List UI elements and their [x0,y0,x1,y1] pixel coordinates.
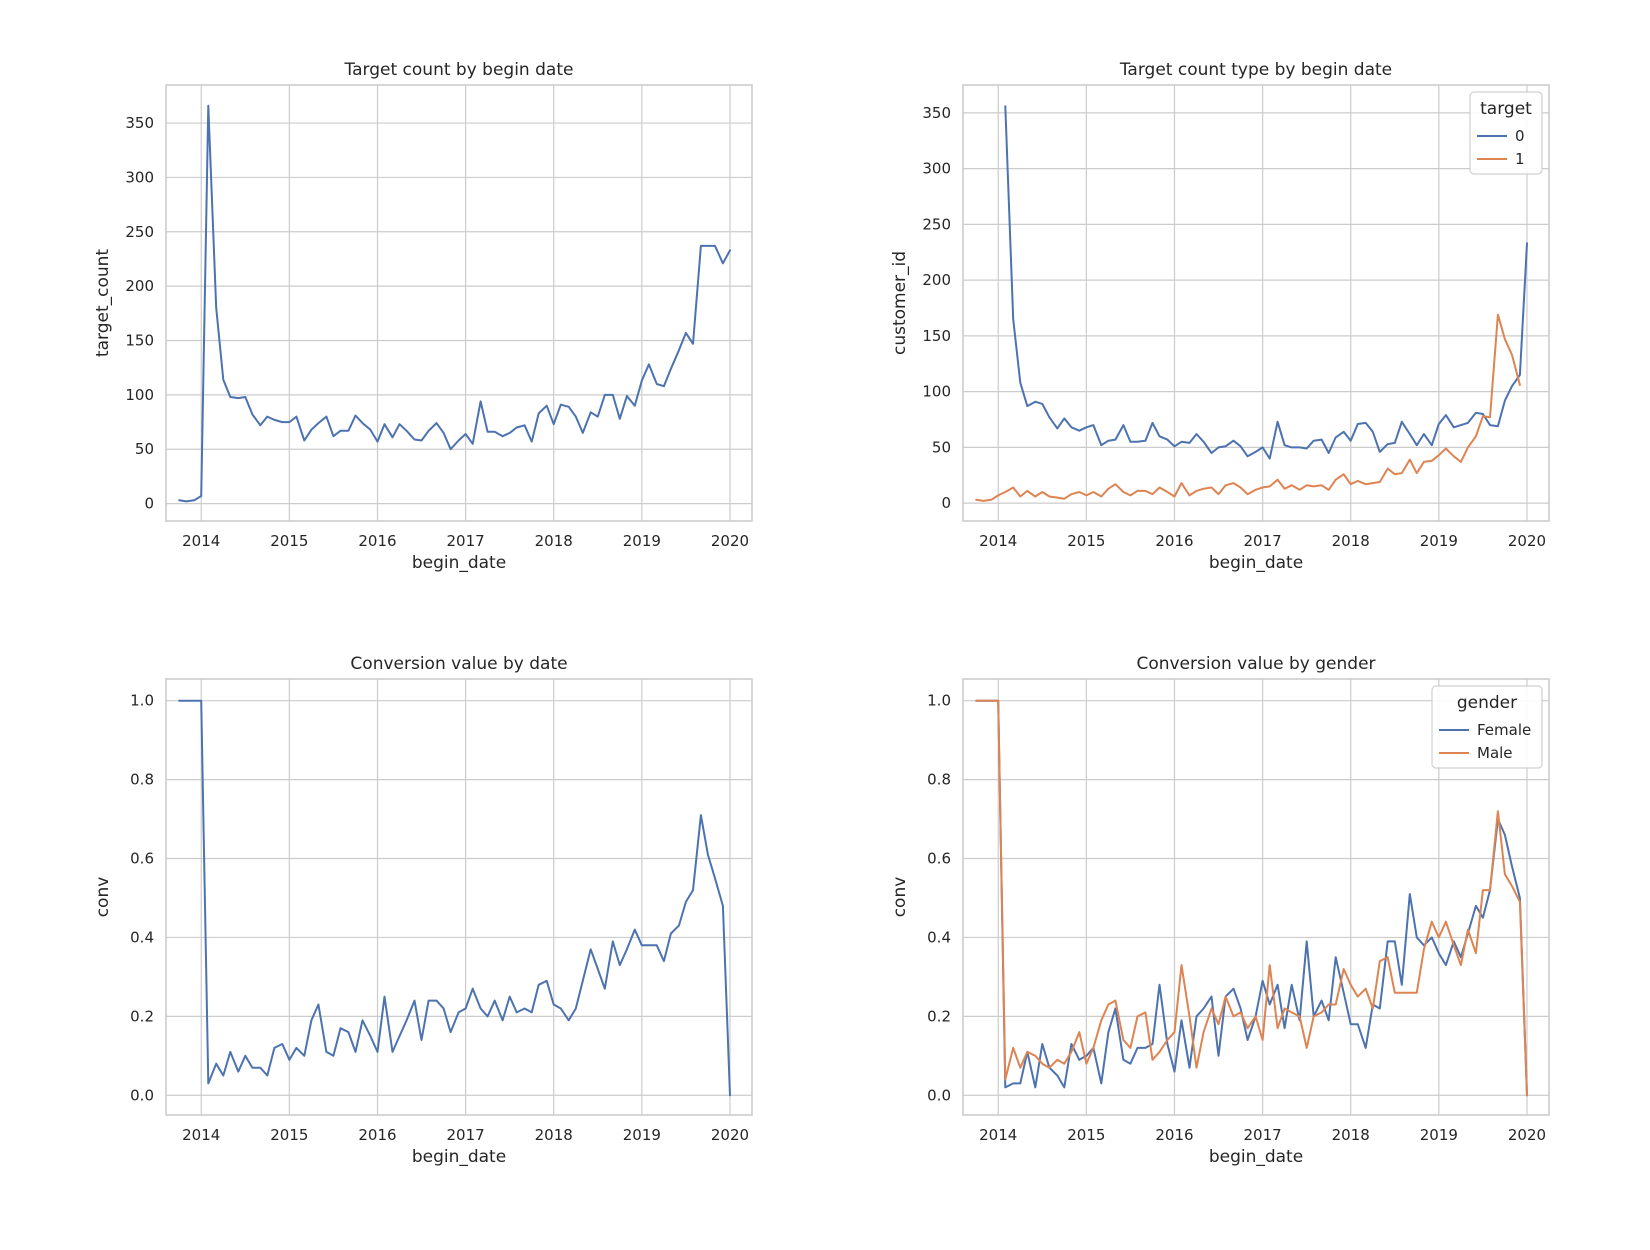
y-tick-label: 350 [125,114,154,132]
legend: gender Female Male [1431,685,1543,769]
legend-title: target [1480,99,1532,119]
x-axis-label: begin_date [1209,553,1303,573]
chart-title: Target count by begin date [344,60,574,80]
y-tick-label: 1.0 [130,692,154,710]
plot-frame [165,84,753,522]
chart-panel-3: 2014 2015 2016 2017 2018 2019 2020 0.0 0.2 0.4 0.6… [93,654,753,1167]
y-tick-label: 0.2 [130,1007,154,1025]
x-tick-label: 2014 [979,532,1017,550]
x-tick-label: 2017 [447,1126,485,1144]
chart-title: Conversion value by gender [1136,654,1375,674]
y-tick-label: 0.4 [130,928,154,946]
y-tick-label: 50 [932,438,951,456]
y-tick-label: 250 [125,223,154,241]
y-tick-label: 1.0 [927,692,951,710]
legend-label: 1 [1515,150,1525,168]
x-tick-label: 2014 [979,1126,1017,1144]
chart-panel-2: 2014 2015 2016 2017 2018 2019 2020 0 50 100 150 200… [890,60,1550,573]
plot-frame [962,84,1550,522]
chart-title: Conversion value by date [350,654,567,674]
legend-label: Male [1477,744,1513,762]
y-tick-label: 100 [922,383,951,401]
series-line-1 [178,699,731,1097]
x-tick-label: 2017 [447,532,485,550]
y-axis-label: conv [93,877,113,918]
x-tick-label: 2017 [1244,1126,1282,1144]
y-tick-label: 250 [922,215,951,233]
y-tick-label: 50 [135,440,154,458]
legend-box [1431,685,1543,769]
x-axis-label: begin_date [412,553,506,573]
y-tick-label: 0.6 [130,850,154,868]
x-tick-label: 2020 [711,532,749,550]
x-tick-label: 2015 [270,1126,308,1144]
x-tick-label: 2015 [1067,1126,1105,1144]
series-line-1 [975,313,1521,502]
y-tick-label: 0.2 [927,1007,951,1025]
x-tick-label: 2017 [1244,532,1282,550]
chart-title: Target count type by begin date [1119,60,1392,80]
series-line-female [975,699,1528,1097]
x-axis-label: begin_date [1209,1147,1303,1167]
x-tick-label: 2018 [1332,532,1370,550]
x-tick-label: 2019 [1420,532,1458,550]
y-axis-label: conv [890,877,910,918]
y-tick-label: 200 [125,277,154,295]
series-line-male [975,699,1528,1097]
y-axis-label: customer_id [890,251,910,355]
x-tick-label: 2016 [1155,532,1193,550]
x-tick-label: 2015 [270,532,308,550]
x-tick-label: 2016 [358,532,396,550]
y-tick-label: 0.0 [927,1086,951,1104]
legend-label: Female [1477,721,1531,739]
y-tick-label: 300 [125,168,154,186]
x-tick-label: 2014 [182,532,220,550]
x-tick-label: 2018 [1332,1126,1370,1144]
legend-box [1469,91,1543,175]
y-tick-label: 0 [941,494,951,512]
y-tick-label: 0.4 [927,928,951,946]
y-tick-label: 200 [922,271,951,289]
series-line-1 [178,104,731,503]
y-tick-label: 100 [125,386,154,404]
x-tick-label: 2016 [358,1126,396,1144]
legend: target 0 1 [1469,91,1543,175]
x-tick-label: 2019 [1420,1126,1458,1144]
y-tick-label: 150 [125,332,154,350]
x-tick-label: 2020 [711,1126,749,1144]
plot-frame [165,678,753,1116]
y-tick-label: 0.6 [927,850,951,868]
chart-panel-4: 2014 2015 2016 2017 2018 2019 2020 0.0 0.2 0.4 0.6… [890,654,1550,1167]
y-tick-label: 150 [922,327,951,345]
x-tick-label: 2020 [1508,1126,1546,1144]
y-tick-label: 0.8 [927,771,951,789]
series-line-0 [1004,105,1528,460]
y-tick-label: 0.8 [130,771,154,789]
y-axis-label: target_count [93,249,113,357]
x-tick-label: 2014 [182,1126,220,1144]
plot-frame [962,678,1550,1116]
x-tick-label: 2019 [623,532,661,550]
x-tick-label: 2019 [623,1126,661,1144]
legend-label: 0 [1515,127,1525,145]
y-tick-label: 0.0 [130,1086,154,1104]
y-tick-label: 350 [922,104,951,122]
legend-title: gender [1457,693,1517,713]
chart-panel-1: 2014 2015 2016 2017 2018 2019 2020 0 50 100 150 200… [93,60,753,573]
x-tick-label: 2016 [1155,1126,1193,1144]
x-axis-label: begin_date [412,1147,506,1167]
y-tick-label: 300 [922,160,951,178]
x-tick-label: 2018 [535,532,573,550]
x-tick-label: 2018 [535,1126,573,1144]
y-tick-label: 0 [144,495,154,513]
x-tick-label: 2020 [1508,532,1546,550]
x-tick-label: 2015 [1067,532,1105,550]
